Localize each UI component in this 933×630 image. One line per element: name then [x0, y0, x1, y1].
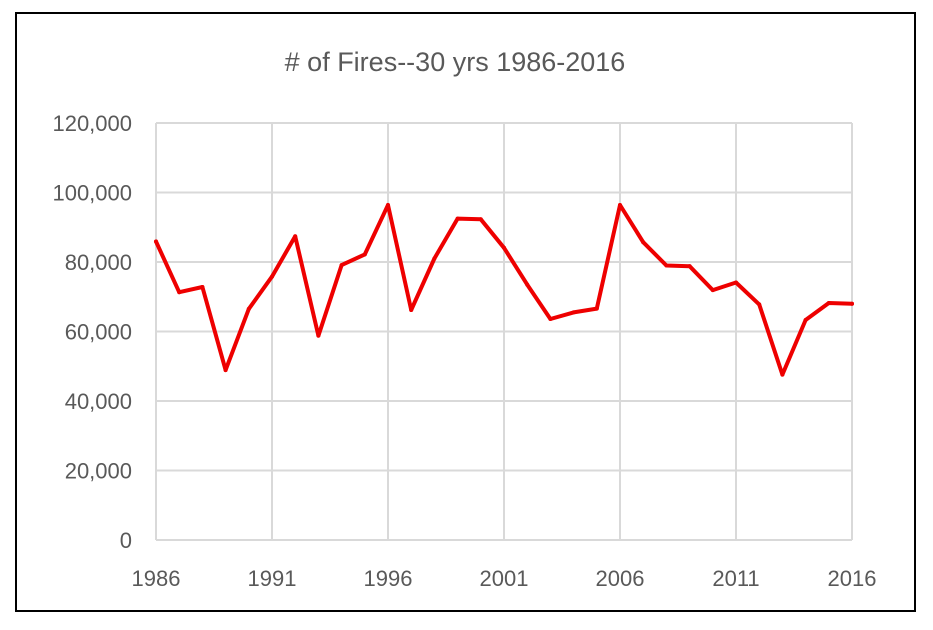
data-point [757, 302, 762, 307]
data-point [478, 217, 483, 222]
data-point [687, 264, 692, 269]
data-point [246, 306, 251, 311]
data-point [548, 316, 553, 321]
x-tick-label: 2006 [596, 566, 645, 591]
data-point [316, 333, 321, 338]
data-point [177, 290, 182, 295]
y-tick-label: 20,000 [65, 459, 132, 484]
x-axis-tick-labels: 1986 1991 1996 2001 2006 2011 2016 [132, 566, 877, 591]
data-point [850, 301, 854, 306]
y-tick-label: 100,000 [52, 181, 132, 206]
data-point [618, 203, 622, 208]
y-tick-label: 40,000 [65, 389, 132, 414]
data-point [339, 263, 344, 268]
data-point [223, 368, 228, 373]
data-point [826, 301, 831, 306]
data-point [780, 372, 785, 377]
data-point [594, 306, 599, 311]
data-point [293, 234, 298, 239]
chart-title: # of Fires--30 yrs 1986-2016 [285, 47, 626, 77]
data-point [455, 216, 460, 221]
data-point [154, 239, 158, 244]
data-point [641, 240, 646, 245]
chart-frame: # of Fires--30 yrs 1986-2016 0 20,000 40,0… [15, 12, 916, 612]
x-tick-label: 1996 [364, 566, 413, 591]
y-tick-label: 60,000 [65, 320, 132, 345]
series-group [154, 203, 854, 377]
data-point [432, 256, 437, 261]
data-point [270, 274, 274, 279]
data-point [803, 318, 808, 323]
data-point [710, 288, 715, 293]
y-tick-label: 120,000 [52, 111, 132, 136]
data-point [386, 203, 390, 208]
data-point [362, 252, 367, 257]
data-point [571, 310, 576, 315]
y-tick-label: 0 [120, 528, 132, 553]
x-tick-label: 1991 [248, 566, 297, 591]
y-tick-label: 80,000 [65, 250, 132, 275]
data-point [734, 280, 738, 285]
y-axis-tick-labels: 0 20,000 40,000 60,000 80,000 100,000 120,000 [52, 111, 132, 553]
data-point [502, 245, 506, 250]
data-point [664, 263, 669, 268]
x-tick-label: 2016 [828, 566, 877, 591]
data-point [525, 282, 530, 287]
x-tick-label: 1986 [132, 566, 181, 591]
data-point [409, 307, 414, 312]
x-tick-label: 2011 [712, 566, 759, 591]
line-chart: # of Fires--30 yrs 1986-2016 0 20,000 40,0… [52, 47, 877, 591]
x-tick-label: 2001 [480, 566, 529, 591]
data-point [200, 285, 205, 290]
x-gridlines [155, 123, 853, 540]
